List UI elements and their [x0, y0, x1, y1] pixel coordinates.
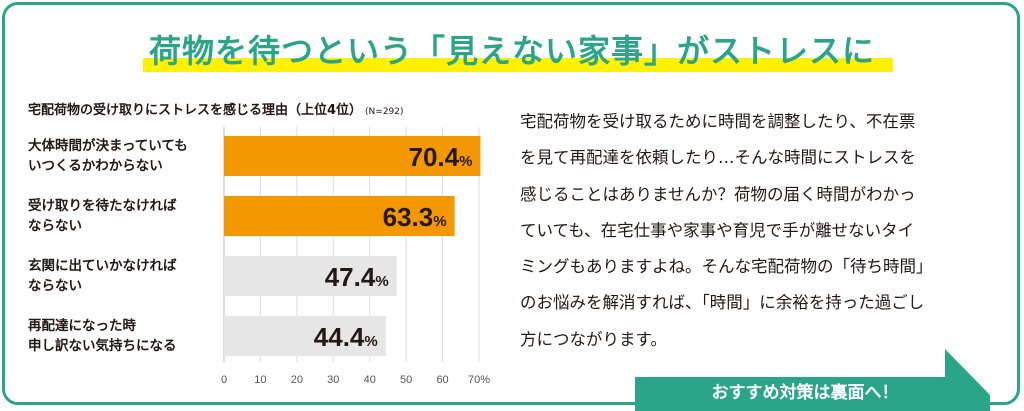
chart-title-text: 宅配荷物の受け取りにストレスを感じる理由（上位4位）	[28, 103, 363, 118]
see-back-page-button[interactable]: おすすめ対策は裏面へ！	[711, 383, 899, 403]
paragraph-line: 宅配荷物を受け取るために時間を調整したり、不在票	[520, 112, 916, 131]
paragraph-line: ていても、在宅仕事や家事や育児で手が離せないタイ	[520, 220, 915, 240]
chart-sample-size: (N=292)	[365, 107, 404, 117]
tick-label: 50	[400, 374, 412, 386]
tick-label: 10	[254, 374, 266, 386]
tick-label: 60	[436, 374, 448, 386]
tick-label: 30	[327, 374, 339, 386]
paragraph-line: ミングもありますよね。そんな宅配荷物の「待ち時間」	[520, 257, 933, 277]
category-line: ならない	[28, 278, 82, 294]
category-line: 再配達になった時	[28, 318, 136, 334]
tick-label: 20	[291, 374, 303, 386]
data-label: 47.4%	[325, 262, 389, 292]
paragraph-line: 方につながります。	[520, 329, 667, 349]
category-label: 受け取りを待たなければ ならない	[28, 196, 218, 236]
page-title: 荷物を待つという「見えない家事」がストレスに	[148, 32, 875, 70]
chart-title: 宅配荷物の受け取りにストレスを感じる理由（上位4位） (N=292)	[28, 99, 404, 118]
data-label: 44.4%	[314, 322, 378, 352]
card-frame	[2, 2, 1020, 405]
paragraph-line: 感じることはありませんか？荷物の届く時間がわかっ	[520, 184, 916, 204]
next-page-arrow-icon	[635, 349, 990, 411]
category-label: 大体時間が決まっていても いつくるかわからない	[28, 136, 218, 176]
tick-label: 0	[221, 374, 227, 386]
tick-label: 70%	[468, 374, 490, 386]
category-line: ならない	[28, 218, 82, 234]
description-paragraph: 宅配荷物を受け取るために時間を調整したり、不在票 を見て再配達を依頼したり…そん…	[520, 104, 990, 358]
bar	[224, 196, 455, 236]
category-line: 大体時間が決まっていても	[28, 138, 188, 154]
bar-chart: 0 10 20 30 40 50 60 70% 70.4% 63.3% 47.4% 44.4%	[221, 127, 490, 386]
bar	[224, 136, 481, 176]
paragraph-line: のお悩みを解消すれば、「時間」に余裕を持った過ごし	[520, 293, 925, 313]
category-line: 受け取りを待たなければ	[28, 198, 177, 214]
bar	[224, 256, 397, 296]
bar	[224, 316, 386, 356]
category-line: 申し訳ない気持ちになる	[28, 338, 177, 354]
title-highlight	[143, 58, 893, 72]
tick-label: 40	[364, 374, 376, 386]
category-line: いつくるかわからない	[28, 158, 163, 174]
data-label: 63.3%	[383, 202, 447, 232]
category-label: 玄関に出ていかなければ ならない	[28, 256, 218, 296]
category-label: 再配達になった時申し訳ない気持ちになる	[28, 316, 218, 356]
paragraph-line: を見て再配達を依頼したり…そんな時間にストレスを	[520, 148, 916, 168]
category-line: 玄関に出ていかなければ	[28, 258, 177, 274]
data-label: 70.4%	[409, 142, 473, 172]
